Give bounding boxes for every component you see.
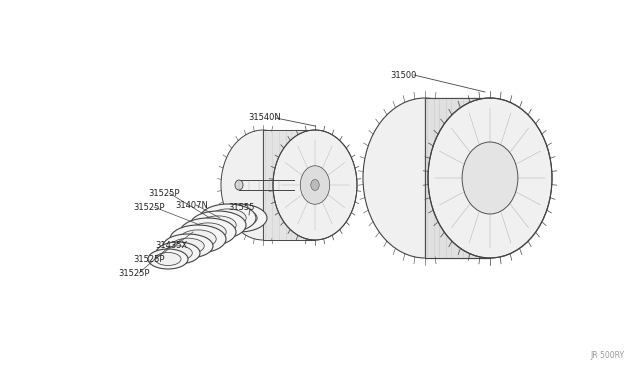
Ellipse shape — [221, 130, 305, 240]
Ellipse shape — [210, 209, 246, 227]
Ellipse shape — [164, 246, 192, 260]
Ellipse shape — [428, 98, 552, 258]
Ellipse shape — [200, 204, 256, 232]
Ellipse shape — [172, 238, 204, 254]
Ellipse shape — [235, 180, 243, 190]
Ellipse shape — [200, 216, 236, 234]
Ellipse shape — [300, 166, 330, 204]
Ellipse shape — [190, 211, 246, 239]
Text: 31525P: 31525P — [118, 269, 150, 278]
Text: 31555: 31555 — [228, 203, 254, 212]
Ellipse shape — [163, 234, 213, 258]
Text: 31525P: 31525P — [133, 256, 164, 264]
Ellipse shape — [180, 230, 216, 248]
Ellipse shape — [311, 180, 319, 190]
Ellipse shape — [211, 204, 267, 232]
Ellipse shape — [180, 218, 236, 246]
Ellipse shape — [148, 249, 188, 269]
Ellipse shape — [170, 225, 226, 253]
Ellipse shape — [190, 223, 226, 241]
Text: 31525P: 31525P — [148, 189, 179, 198]
Polygon shape — [263, 130, 315, 240]
Ellipse shape — [462, 142, 518, 214]
Text: JR 500RY: JR 500RY — [591, 350, 625, 359]
Text: 31407N: 31407N — [175, 201, 208, 209]
Text: 31540N: 31540N — [248, 113, 281, 122]
Ellipse shape — [363, 98, 487, 258]
Ellipse shape — [156, 242, 200, 264]
Ellipse shape — [273, 130, 357, 240]
Text: 31435X: 31435X — [155, 241, 188, 250]
Ellipse shape — [155, 253, 181, 266]
Ellipse shape — [221, 209, 257, 227]
Text: 31500: 31500 — [390, 71, 417, 80]
Polygon shape — [425, 98, 490, 258]
Text: 31525P: 31525P — [133, 202, 164, 212]
